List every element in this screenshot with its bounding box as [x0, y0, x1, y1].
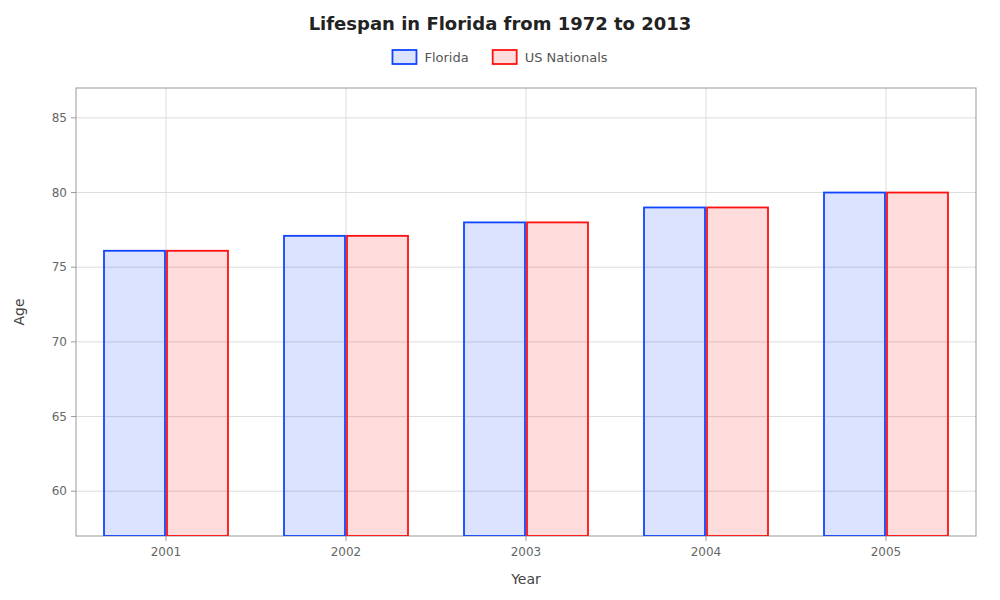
bar — [527, 222, 588, 536]
x-tick-label: 2003 — [511, 545, 542, 559]
bar-series — [104, 193, 885, 536]
legend-item: US Nationals — [493, 50, 608, 65]
chart-container: Lifespan in Florida from 1972 to 2013606… — [0, 0, 1000, 600]
legend-swatch — [392, 50, 416, 64]
y-tick — [71, 192, 76, 193]
x-tick-label: 2001 — [151, 545, 182, 559]
x-tick — [346, 536, 347, 541]
x-axis-label: Year — [510, 571, 541, 587]
y-tick — [71, 416, 76, 417]
bar — [284, 236, 345, 536]
bars — [104, 193, 948, 536]
y-tick — [71, 267, 76, 268]
plot-frame — [76, 88, 976, 536]
y-tick — [71, 117, 76, 118]
y-tick-label: 85 — [52, 111, 67, 125]
x-tick-label: 2004 — [691, 545, 722, 559]
y-tick-label: 75 — [52, 260, 67, 274]
y-tick — [71, 491, 76, 492]
bar — [104, 251, 165, 536]
y-tick — [71, 341, 76, 342]
legend-item: Florida — [392, 50, 468, 65]
chart-svg: Lifespan in Florida from 1972 to 2013606… — [0, 0, 1000, 600]
y-ticks: 60 65 70 75 80 85 — [52, 111, 76, 498]
y-tick-label: 60 — [52, 484, 67, 498]
x-ticks: 2001 2002 2003 2004 2005 — [151, 536, 902, 559]
bar — [707, 207, 768, 536]
y-tick-label: 65 — [52, 410, 67, 424]
x-tick — [886, 536, 887, 541]
legend-swatch — [493, 50, 517, 64]
chart-title: Lifespan in Florida from 1972 to 2013 — [309, 13, 692, 34]
x-tick — [526, 536, 527, 541]
y-tick-label: 70 — [52, 335, 67, 349]
legend: Florida US Nationals — [392, 50, 607, 65]
bar — [644, 207, 705, 536]
bar — [167, 251, 228, 536]
x-tick — [166, 536, 167, 541]
bar — [824, 193, 885, 536]
grid — [76, 88, 976, 536]
legend-label: Florida — [424, 50, 468, 65]
bar — [887, 193, 948, 536]
bar — [464, 222, 525, 536]
bar-series — [167, 193, 948, 536]
y-tick-label: 80 — [52, 186, 67, 200]
legend-label: US Nationals — [525, 50, 608, 65]
x-tick-label: 2002 — [331, 545, 362, 559]
x-tick-label: 2005 — [871, 545, 902, 559]
bar — [347, 236, 408, 536]
y-axis-label: Age — [11, 298, 27, 325]
x-tick — [706, 536, 707, 541]
